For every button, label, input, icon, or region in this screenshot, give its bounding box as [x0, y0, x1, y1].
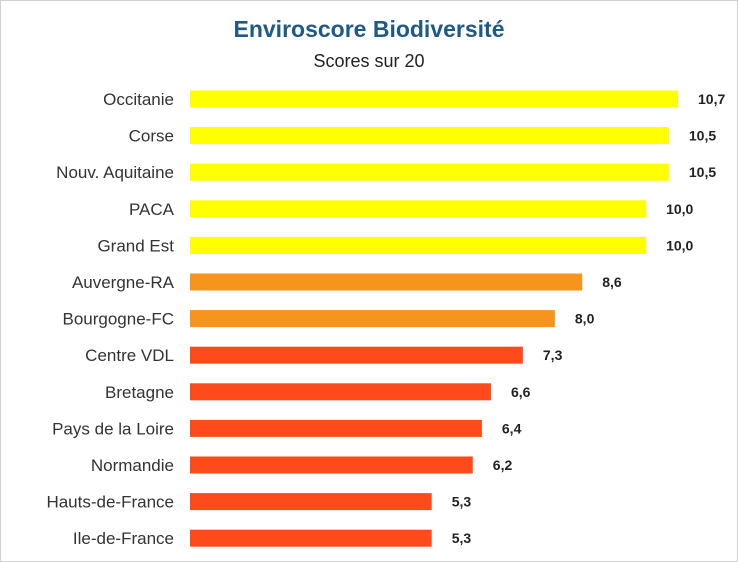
value-label: 10,5 [689, 164, 716, 180]
bar-2 [190, 163, 669, 181]
category-label: Auvergne-RA [72, 273, 175, 292]
value-label: 6,2 [493, 457, 513, 473]
bar-7 [190, 346, 523, 364]
value-label: 8,0 [575, 311, 595, 327]
category-label: Normandie [91, 456, 174, 475]
chart-subtitle: Scores sur 20 [313, 51, 425, 71]
category-label: PACA [129, 200, 175, 219]
value-label: 8,6 [602, 274, 622, 290]
category-label: Nouv. Aquitaine [56, 163, 174, 182]
value-label: 5,3 [452, 494, 472, 510]
bar-12 [190, 529, 432, 547]
value-label: 6,6 [511, 384, 531, 400]
bar-9 [190, 419, 482, 437]
bar-4 [190, 236, 647, 254]
value-label: 7,3 [543, 347, 563, 363]
value-label: 10,5 [689, 128, 716, 144]
bar-0 [190, 90, 678, 108]
bars-group: Occitanie 10,7 Corse 10,5 Nouv. Aquitaine 10,… [46, 90, 725, 548]
value-label: 10,0 [666, 201, 693, 217]
category-label: Occitanie [103, 90, 174, 109]
bar-8 [190, 383, 491, 401]
category-label: Ile-de-France [73, 529, 174, 548]
category-label: Bretagne [105, 383, 174, 402]
category-label: Bourgogne-FC [62, 310, 174, 329]
value-label: 5,3 [452, 530, 472, 546]
bar-11 [190, 493, 432, 511]
bar-6 [190, 310, 555, 328]
bar-5 [190, 273, 583, 291]
category-label: Centre VDL [85, 346, 174, 365]
category-label: Grand Est [97, 236, 174, 255]
bar-10 [190, 456, 473, 474]
value-label: 10,0 [666, 237, 693, 253]
category-label: Corse [129, 127, 174, 146]
bar-3 [190, 200, 647, 218]
category-label: Pays de la Loire [52, 419, 174, 438]
value-label: 6,4 [502, 420, 522, 436]
category-label: Hauts-de-France [46, 493, 174, 512]
bar-1 [190, 127, 669, 145]
chart-title: Enviroscore Biodiversité [233, 16, 505, 42]
value-label: 10,7 [698, 91, 725, 107]
